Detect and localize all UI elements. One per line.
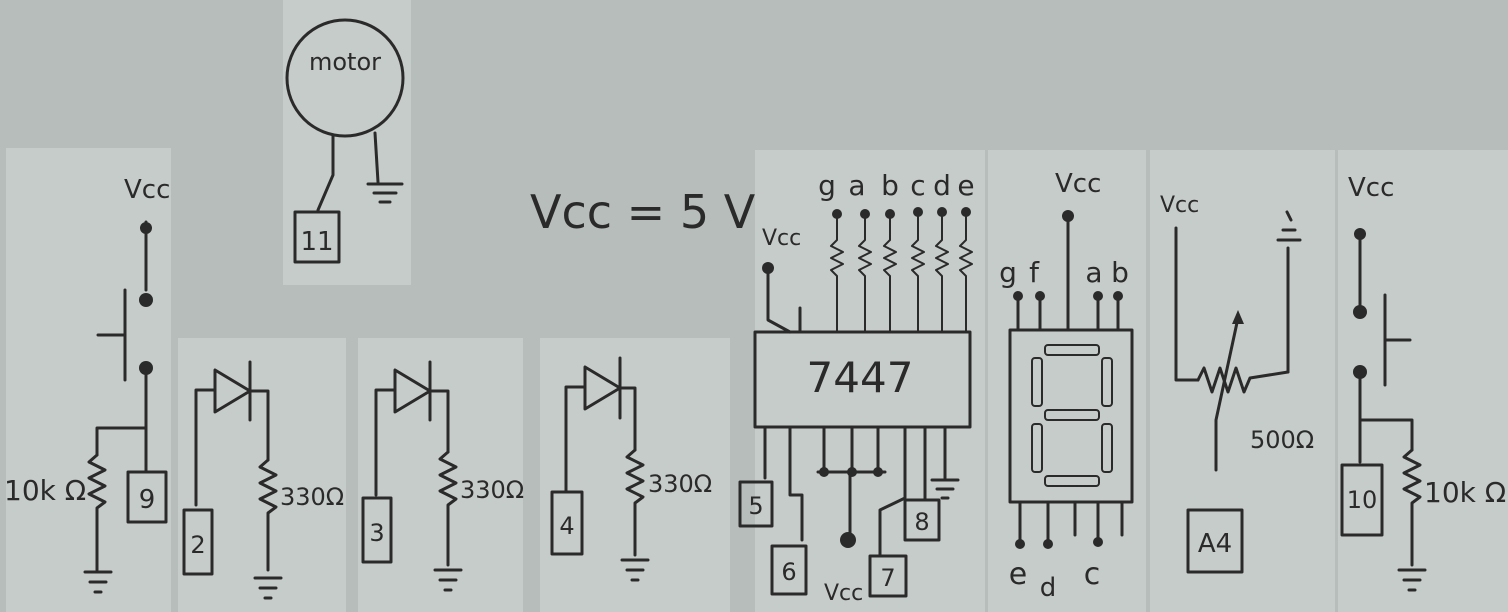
output-label: b [881,169,899,202]
vcc-label: Vcc [124,175,170,205]
pin-box [182,508,214,576]
output-label: a [848,169,865,202]
paper-patch [283,0,411,285]
paper-patch [178,338,346,612]
pin-box [1340,463,1384,537]
vcc-label: Vcc [1055,169,1101,199]
paper-patch [1338,150,1508,612]
pin-label: a [1085,256,1102,289]
resistor [1402,448,1422,567]
ground-icon [1397,568,1427,592]
pin-label: e [1009,557,1027,592]
led-icon [213,368,252,414]
resistor [87,453,107,572]
wiper [1214,316,1240,472]
pin-label: g [999,256,1017,289]
chip-label: 7447 [807,353,914,402]
pin-label: 6 [781,558,796,586]
resistor-label: 10k Ω [1424,476,1506,509]
pin-label: 3 [369,519,384,547]
motor-body [285,18,405,138]
output-label: g [818,169,836,202]
seven-segment-display: Vcc g f a b e d [999,169,1134,603]
resistor-label: 330Ω [648,470,712,498]
motor-label: motor [309,48,381,76]
pot-value-label: 500Ω [1250,426,1314,454]
resistor-label: 330Ω [280,483,344,511]
led-circuit: 330Ω 3 [361,360,524,592]
led-icon [583,365,622,411]
pin-label: 2 [190,531,205,559]
ground-icon [930,478,960,500]
pin-box [903,498,941,542]
vcc-label: Vcc [824,581,863,606]
pin-box [293,210,341,264]
potentiometer: Vcc 500Ω A4 [1160,193,1314,574]
output-label: d [933,169,951,202]
ground-icon [83,570,113,594]
resistor [258,458,278,572]
vcc-label: Vcc [1160,193,1199,218]
pin-box [126,470,168,524]
resistor-label: 330Ω [460,476,524,504]
paper-patch [540,338,730,612]
pushbutton-right: Vcc 10k Ω 10 [1340,173,1506,592]
resistor [1196,366,1290,394]
pushbutton-left: Vcc 10k Ω 9 [4,175,170,594]
ground-icon [253,576,283,600]
motor-lead [316,134,335,212]
motor-lead [373,131,380,184]
vcc-label: Vcc [762,226,801,251]
vcc-label: Vcc [1348,173,1394,203]
pin-label: 4 [559,512,574,540]
display-body [1008,328,1134,504]
pin-label: 8 [914,508,929,536]
pin-label: 5 [748,492,763,520]
resistor-label: 10k Ω [4,474,86,507]
node-dot [1353,305,1367,319]
pin-label: f [1029,256,1040,289]
pin-box [738,480,774,528]
node-dot [840,532,856,548]
resistor [625,448,645,557]
paper-patch [755,150,985,612]
ground-icon [620,558,650,582]
pin-box [550,490,584,556]
led-icon [393,368,432,414]
ground-icon [433,568,463,592]
output-label: e [957,169,974,202]
chip-body [753,330,972,429]
node-dot [139,293,153,307]
pin-label: c [1084,557,1101,592]
pin-label: 9 [139,485,156,515]
decoder-7447: Vcc g a b c d e 7447 [738,169,975,606]
output-resistors [830,207,973,333]
pin-box [1186,508,1244,574]
pin-box [361,496,393,564]
supply-note: Vcc = 5 V [530,185,756,239]
led-circuit: 330Ω 4 [550,356,712,582]
pin-label: 7 [880,564,895,592]
led-circuit: 330Ω 2 [182,360,344,600]
pin-label: d [1040,573,1057,603]
node-dot [140,222,152,234]
segment-digit [1031,344,1113,487]
pin-label: A4 [1198,529,1232,559]
pin-label: b [1111,256,1129,289]
pin-label: 11 [300,227,333,257]
output-label: c [910,169,925,202]
resistor [438,450,458,567]
pin-label: 10 [1347,486,1378,514]
ground-icon [366,182,404,204]
motor: motor 11 [285,18,405,264]
pin-box [868,554,908,598]
ground-icon [1276,210,1302,242]
pin-box [770,544,808,596]
